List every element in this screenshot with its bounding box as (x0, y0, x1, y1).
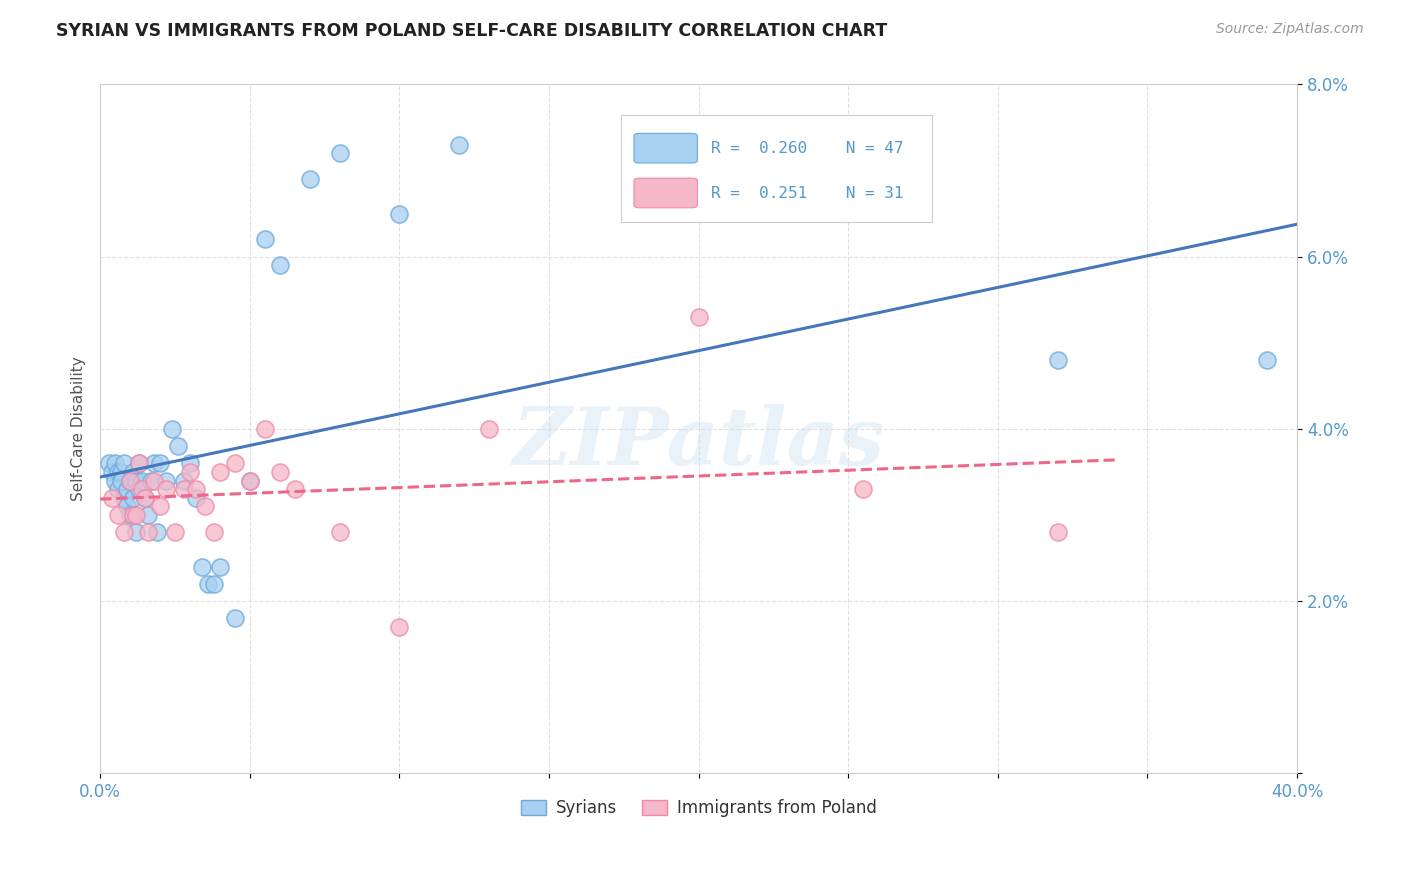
Point (112, 456, 135, 470)
Point (118, 474, 141, 488)
Point (253, 232, 276, 246)
Point (134, 491, 156, 505)
Point (115, 500, 138, 514)
Point (688, 310, 710, 324)
Point (184, 491, 207, 505)
Point (1046, 353, 1069, 368)
Point (134, 491, 156, 505)
Point (253, 422, 276, 436)
Point (107, 508, 129, 522)
Point (122, 508, 145, 522)
Point (449, 137, 471, 152)
FancyBboxPatch shape (621, 115, 932, 222)
Point (118, 508, 141, 522)
Point (179, 465, 201, 479)
Point (224, 611, 246, 625)
Point (104, 474, 127, 488)
Point (388, 206, 411, 220)
Point (131, 482, 153, 496)
Point (110, 465, 132, 479)
Y-axis label: Self-Care Disability: Self-Care Disability (72, 357, 86, 501)
Point (101, 465, 124, 479)
Point (298, 172, 321, 186)
Point (107, 465, 129, 479)
Point (101, 491, 124, 505)
Point (131, 474, 153, 488)
Point (125, 474, 148, 488)
Point (239, 474, 262, 488)
Text: ZIPatlas: ZIPatlas (513, 404, 884, 482)
Point (202, 577, 225, 591)
Point (122, 491, 145, 505)
Point (143, 474, 166, 488)
FancyBboxPatch shape (634, 134, 697, 163)
Point (173, 482, 195, 496)
Point (388, 620, 411, 634)
Point (104, 456, 127, 470)
Point (191, 559, 214, 574)
Point (112, 491, 135, 505)
Point (167, 439, 190, 453)
Point (269, 465, 291, 479)
Point (1046, 525, 1069, 540)
Point (1256, 353, 1278, 368)
FancyBboxPatch shape (634, 178, 697, 208)
Point (202, 525, 225, 540)
Point (208, 559, 231, 574)
Point (155, 474, 177, 488)
Point (194, 500, 217, 514)
Legend: Syrians, Immigrants from Poland: Syrians, Immigrants from Poland (513, 792, 883, 823)
Point (224, 456, 246, 470)
Point (136, 508, 159, 522)
Point (163, 525, 186, 540)
Point (143, 456, 166, 470)
Point (128, 456, 150, 470)
Point (139, 474, 162, 488)
Point (155, 482, 177, 496)
Point (146, 525, 169, 540)
Point (149, 456, 172, 470)
Point (125, 525, 148, 540)
Point (173, 474, 195, 488)
Point (239, 474, 262, 488)
Point (98, 456, 121, 470)
Point (118, 474, 141, 488)
Point (128, 482, 150, 496)
Text: Source: ZipAtlas.com: Source: ZipAtlas.com (1216, 22, 1364, 37)
Point (208, 465, 231, 479)
Point (184, 482, 207, 496)
Point (328, 146, 350, 161)
Point (125, 508, 148, 522)
Point (112, 525, 135, 540)
Point (197, 577, 219, 591)
Point (122, 465, 145, 479)
Point (115, 482, 138, 496)
Point (136, 525, 159, 540)
Text: R =  0.260    N = 47: R = 0.260 N = 47 (710, 141, 903, 156)
Point (179, 456, 201, 470)
Point (107, 482, 129, 496)
Text: R =  0.251    N = 31: R = 0.251 N = 31 (710, 186, 903, 201)
Text: SYRIAN VS IMMIGRANTS FROM POLAND SELF-CARE DISABILITY CORRELATION CHART: SYRIAN VS IMMIGRANTS FROM POLAND SELF-CA… (56, 22, 887, 40)
Point (160, 422, 183, 436)
Point (110, 474, 132, 488)
Point (269, 258, 291, 272)
Point (149, 500, 172, 514)
Point (478, 422, 501, 436)
Point (284, 482, 307, 496)
Point (328, 525, 350, 540)
Point (852, 482, 875, 496)
Point (128, 456, 150, 470)
